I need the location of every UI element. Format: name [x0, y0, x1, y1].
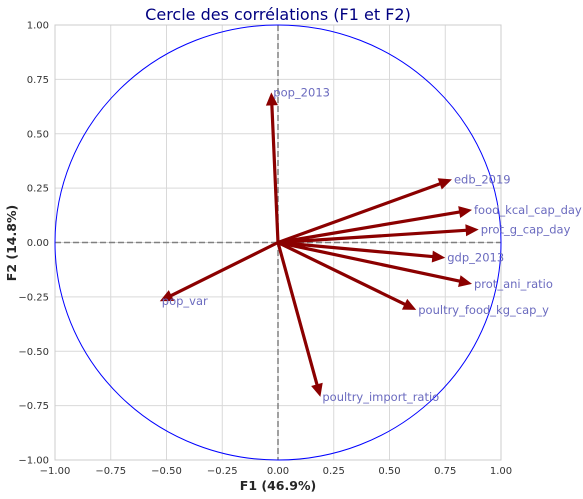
y-tick-label: −0.75 [18, 401, 49, 412]
vector-shaft [270, 103, 280, 245]
vector-label: edb_2019 [454, 172, 511, 186]
vector-arrowhead [401, 298, 417, 310]
y-tick-label: −0.25 [18, 292, 49, 303]
vector-label: food_kcal_cap_day [474, 203, 582, 217]
x-tick-label: −0.25 [207, 466, 238, 477]
y-tick-label: 0.25 [27, 184, 49, 195]
unit-circle [54, 24, 502, 461]
vector-shaft [169, 240, 280, 298]
vector-shaft [276, 182, 442, 245]
vector-label: prot_g_cap_day [481, 222, 571, 236]
vector-arrowhead [431, 250, 446, 263]
x-tick-label: 0.50 [378, 466, 400, 477]
vector-shaft [276, 240, 407, 306]
x-tick-label: 1.00 [490, 466, 512, 477]
y-axis-label: F2 (14.8%) [4, 205, 19, 281]
x-tick-label: −0.75 [95, 466, 126, 477]
x-axis-label: F1 (46.9%) [240, 478, 316, 493]
vector-gdp-2013 [276, 240, 446, 263]
vector-prot-ani-ratio [276, 240, 473, 287]
x-tick-label: 0.25 [323, 466, 345, 477]
plot-area: pop_2013 edb_2019 food_kcal_cap_day prot_g_… [54, 24, 582, 461]
y-tick-label: 0.75 [27, 75, 49, 86]
chart-title: Cercle des corrélations (F1 et F2) [145, 5, 411, 24]
vector-poultry-food-kg-cap-y [276, 240, 417, 310]
vector-shaft [276, 240, 434, 259]
y-tick-label: 0.50 [27, 129, 49, 140]
vector-label: prot_ani_ratio [474, 277, 553, 291]
vector-pop-var [159, 240, 280, 302]
vector-label: poultry_import_ratio [322, 390, 439, 404]
vector-pop-2013 [265, 92, 280, 245]
vector-label: pop_var [162, 294, 208, 308]
y-tick-label: −0.50 [18, 347, 49, 358]
vector-arrowhead [159, 290, 175, 302]
y-axis-ticks: −1.00 −0.75 −0.50 −0.25 0.00 0.25 0.50 0.75 1.00 [18, 21, 49, 467]
vector-labels: pop_2013 edb_2019 food_kcal_cap_day prot_g_… [162, 85, 582, 404]
vector-arrowhead [465, 224, 479, 237]
vector-arrowhead [458, 206, 473, 218]
vector-label: gdp_2013 [447, 251, 504, 265]
vector-arrowhead [458, 275, 473, 287]
loading-vectors [159, 92, 479, 397]
y-tick-label: −1.00 [18, 456, 49, 467]
y-tick-label: 0.00 [27, 238, 49, 249]
vector-food-kcal-cap-day [276, 206, 473, 245]
vector-shaft [276, 240, 319, 386]
x-axis-ticks: −1.00 −0.75 −0.50 −0.25 0.00 0.25 0.50 0.75 1.00 [40, 466, 512, 477]
x-tick-label: −1.00 [40, 466, 71, 477]
vector-arrowhead [437, 178, 452, 190]
vector-shaft [276, 228, 468, 245]
vector-arrowhead [311, 382, 323, 397]
vector-edb-2019 [276, 178, 452, 245]
vector-shaft [276, 240, 461, 283]
vector-label: poultry_food_kg_cap_y [418, 303, 549, 317]
x-tick-label: 0.75 [434, 466, 456, 477]
x-tick-label: 0.00 [267, 466, 289, 477]
y-tick-label: 1.00 [27, 21, 49, 32]
vector-arrowhead [265, 92, 278, 106]
x-tick-label: −0.50 [151, 466, 182, 477]
vector-shaft [276, 210, 461, 245]
vector-label: pop_2013 [273, 85, 330, 99]
vector-prot-g-cap-day [276, 224, 479, 245]
vector-poultry-import-ratio [276, 240, 323, 397]
